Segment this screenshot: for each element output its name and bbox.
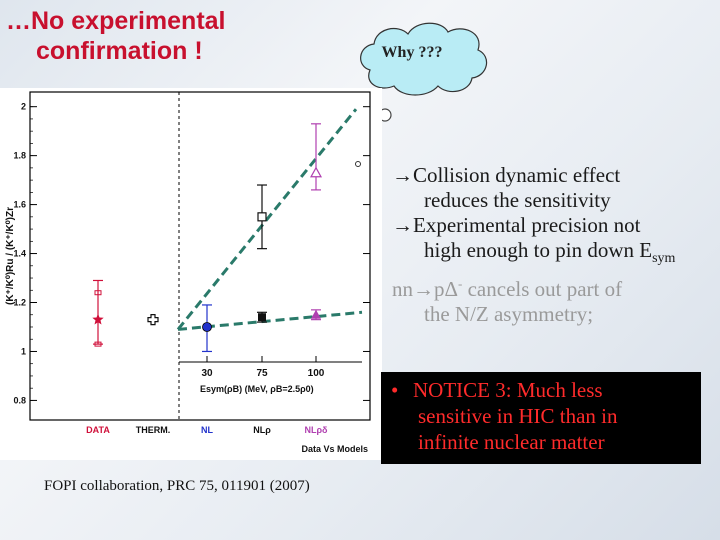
notice-line-2: sensitive in HIC than in (418, 404, 618, 428)
notice-line-3: infinite nuclear matter (418, 430, 605, 454)
y-tick-label: 1.4 (13, 249, 26, 259)
bullet-asymmetry-line1: nn→pΔ- cancels out part of (392, 276, 623, 302)
notice-bullet: • (391, 378, 399, 402)
frame-small-circle (355, 161, 361, 167)
bullet-list: →Collision dynamic effect reduces the se… (392, 163, 718, 327)
bullet-collision-line1: →Collision dynamic effect (392, 163, 621, 187)
notice-box: • NOTICE 3: Much less sensitive in HIC th… (381, 372, 701, 464)
category-label: NL (201, 425, 213, 435)
y-tick-label: 1.2 (13, 298, 26, 308)
bullet-collision: →Collision dynamic effect reduces the se… (392, 163, 718, 213)
bullet-precision-line1: →Experimental precision not (392, 213, 641, 237)
y-tick-label: 0.8 (13, 395, 26, 405)
citation: FOPI collaboration, PRC 75, 011901 (2007… (44, 478, 310, 494)
esym-subscript: sym (652, 251, 676, 267)
data-bracket (94, 290, 102, 296)
data-point-circle (202, 322, 212, 332)
bullet-asymmetry-reaction: nn→pΔ (392, 277, 459, 302)
category-label: DATA (86, 425, 110, 435)
data-point-triangle (311, 309, 321, 319)
category-label: THERM. (136, 425, 171, 435)
y-tick-label: 2 (21, 102, 26, 112)
chart-background (0, 88, 382, 460)
inset-tick-label: 100 (308, 368, 325, 379)
x-axis-label: Data Vs Models (301, 444, 368, 454)
bullet-asymmetry-line2: the N/Z asymmetry; (424, 302, 594, 327)
data-point-cross (147, 314, 159, 326)
category-label: NLρδ (304, 425, 328, 435)
notice-line-1: NOTICE 3: Much less (413, 378, 603, 402)
data-point-open-square (257, 212, 267, 222)
bullet-precision-line2: high enough to pin down Esym (392, 238, 718, 271)
cloud-text: Why ??? (381, 44, 443, 61)
steep-trend-line (176, 108, 358, 331)
data-point-star (92, 313, 104, 325)
delta-superscript: - (458, 276, 463, 292)
data-point-square (258, 313, 266, 322)
inset-axis-label: Esym(ρB) (MeV, ρB=2.5ρ0) (200, 384, 314, 394)
chart: 0.8 1 1.2 1.4 1.6 1.8 2 (K⁺/K⁰)Ru / (K⁺/K⁰)Zr 30… (0, 88, 382, 460)
slide-title: …No experimental confirmation ! (6, 6, 306, 66)
inset-tick-label: 30 (201, 368, 213, 379)
bullet-collision-line2: reduces the sensitivity (424, 188, 611, 212)
bullet-asymmetry-rest: cancels out part of (462, 277, 623, 302)
cloud-shape (360, 22, 488, 122)
title-line-1: …No experimental (6, 7, 226, 35)
y-tick-label: 1.6 (13, 200, 26, 210)
bullet-asymmetry: nn→pΔ- cancels out part of the N/Z asymm… (392, 271, 718, 327)
category-label: NLρ (253, 425, 271, 435)
bullet-precision: →Experimental precision not high enough … (392, 213, 718, 271)
data-bracket (94, 341, 102, 347)
y-axis-label: (K⁺/K⁰)Ru / (K⁺/K⁰)Zr (5, 207, 16, 305)
bullet-precision-line2-text: high enough to pin down E (424, 238, 653, 262)
y-tick-label: 1.8 (13, 151, 26, 161)
thought-cloud: Why ??? (352, 18, 494, 122)
y-tick-label: 1 (21, 346, 26, 356)
inset-tick-label: 75 (256, 368, 268, 379)
data-point-open-triangle (309, 166, 323, 178)
plot-frame (29, 91, 371, 421)
title-line-2: confirmation ! (36, 37, 203, 65)
